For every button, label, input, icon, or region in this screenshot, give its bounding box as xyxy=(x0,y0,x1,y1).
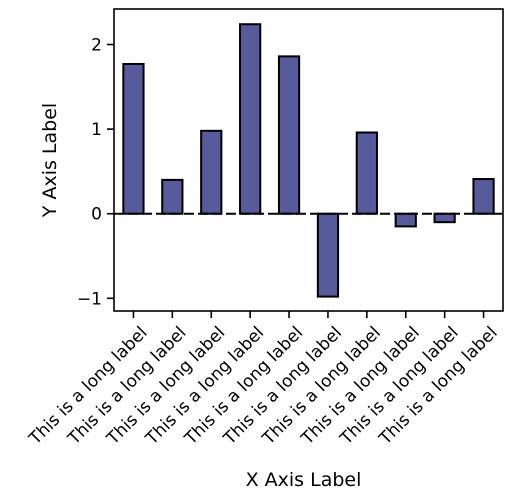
y-tick-label: 0 xyxy=(91,205,102,225)
x-axis-label: X Axis Label xyxy=(246,469,362,491)
y-tick-label: 1 xyxy=(91,120,102,140)
bar-5 xyxy=(277,55,301,215)
bar-8 xyxy=(394,212,417,228)
bar-9 xyxy=(433,212,456,224)
bar-7 xyxy=(355,131,378,215)
bar-3 xyxy=(200,129,223,215)
y-axis-label: Y Axis Label xyxy=(39,103,61,218)
bar-1 xyxy=(122,62,145,215)
bar-6 xyxy=(316,212,340,298)
y-tick-label: −1 xyxy=(77,289,102,309)
y-tick-label: 2 xyxy=(91,36,102,56)
bar-2 xyxy=(161,178,184,215)
bars-group xyxy=(122,23,495,298)
plot-frame xyxy=(113,8,504,312)
bar-4 xyxy=(239,23,262,215)
bar-10 xyxy=(472,178,495,215)
y-axis-ticks: −1 0 1 2 xyxy=(77,36,114,309)
